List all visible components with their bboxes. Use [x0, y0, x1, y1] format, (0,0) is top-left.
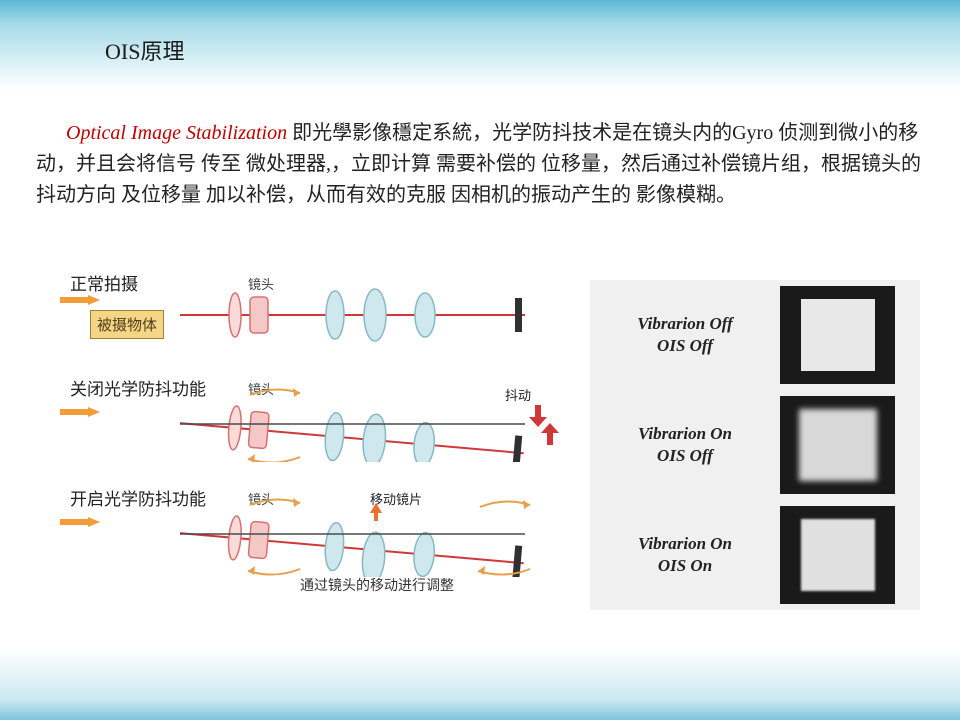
compare-label: Vibrarion On OIS On [590, 533, 780, 577]
description-lead: Optical Image Stabilization [66, 122, 287, 144]
optics-assembly [180, 497, 570, 577]
slide-title: OIS原理 [105, 34, 184, 66]
arrow-icon [60, 407, 100, 417]
compare-image [780, 286, 895, 384]
row-label: 正常拍摄 [70, 270, 138, 295]
optics-assembly [180, 288, 560, 343]
optics-assembly [180, 387, 570, 462]
subject-box: 被摄物体 [90, 310, 164, 339]
description-paragraph: Optical Image Stabilization 即光學影像穩定系統，光学… [36, 118, 921, 211]
compare-row: Vibrarion Off OIS Off [590, 280, 920, 390]
compare-label: Vibrarion On OIS Off [590, 423, 780, 467]
compare-image [780, 506, 895, 604]
compare-image [780, 396, 895, 494]
compare-label: Vibrarion Off OIS Off [590, 313, 780, 357]
square-fuzzy [801, 519, 875, 591]
arrow-icon [60, 295, 100, 305]
square-blur [799, 409, 877, 481]
description-text-a: 即光學影像穩定系統，光学防抖技术是在镜头内的 [287, 122, 732, 144]
compare-line2: OIS Off [657, 446, 713, 465]
compare-line2: OIS On [658, 556, 712, 575]
square-sharp [801, 299, 875, 371]
arrow-icon [60, 517, 100, 527]
compare-line1: Vibrarion On [638, 534, 732, 553]
comparison-panel: Vibrarion Off OIS Off Vibrarion On OIS O… [590, 280, 920, 610]
gyro-term: Gyro [732, 122, 773, 144]
diagram-caption: 通过镜头的移动进行调整 [300, 575, 454, 595]
compare-row: Vibrarion On OIS Off [590, 390, 920, 500]
compare-line1: Vibrarion On [638, 424, 732, 443]
compare-line1: Vibrarion Off [637, 314, 733, 333]
compare-row: Vibrarion On OIS On [590, 500, 920, 610]
optics-diagram: 正常拍摄 被摄物体 镜头 关闭光学防抖功能 [60, 270, 570, 605]
compare-line2: OIS Off [657, 336, 713, 355]
